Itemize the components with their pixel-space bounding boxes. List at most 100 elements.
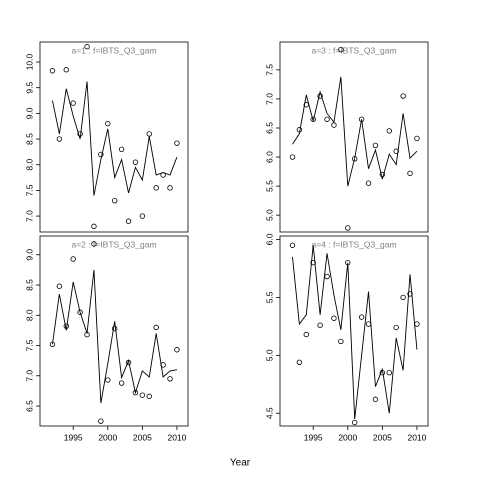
- data-point: [324, 273, 330, 280]
- panel-frame: [279, 41, 429, 233]
- x-tick-label: 2010: [407, 432, 426, 442]
- panel-title: a=4 : f=IBTS_Q3_gam: [311, 239, 396, 249]
- data-point: [365, 321, 372, 327]
- data-point: [125, 218, 132, 224]
- data-point: [407, 291, 413, 297]
- data-point: [407, 170, 413, 177]
- data-point: [338, 338, 344, 345]
- data-point: [56, 283, 63, 289]
- panel-frame: [279, 235, 429, 427]
- fit-line: [52, 269, 178, 404]
- data-point: [400, 294, 406, 301]
- data-point: [132, 159, 139, 165]
- y-tick-label: 9.5: [24, 82, 34, 94]
- x-tick-label: 2000: [338, 432, 357, 442]
- data-point: [146, 393, 152, 400]
- data-point: [317, 322, 323, 328]
- data-point: [98, 418, 104, 424]
- data-point: [56, 136, 63, 142]
- data-point: [111, 197, 118, 204]
- y-tick-label: 10.0: [24, 53, 34, 70]
- y-tick-label: 5.5: [264, 180, 274, 192]
- y-tick-label: 7.5: [24, 184, 34, 196]
- y-tick-label: 5.0: [264, 349, 274, 361]
- data-point: [49, 68, 56, 74]
- data-point: [296, 359, 303, 365]
- data-point: [139, 213, 146, 219]
- data-point: [379, 171, 386, 178]
- data-point: [324, 116, 330, 122]
- data-point: [167, 376, 173, 382]
- y-tick-label: 8.0: [24, 159, 34, 171]
- data-point: [132, 390, 139, 396]
- data-point: [414, 135, 420, 142]
- y-tick-label: 7.5: [24, 339, 34, 351]
- y-tick-label: 6.5: [264, 122, 274, 134]
- y-tick-label: 7.0: [24, 370, 34, 382]
- data-point: [118, 146, 125, 153]
- x-axis-label: Year: [230, 458, 251, 469]
- y-tick-label: 5.0: [264, 209, 274, 221]
- data-point: [153, 324, 159, 331]
- panel-frame: [39, 235, 189, 427]
- data-point: [310, 116, 316, 122]
- data-point: [77, 309, 83, 315]
- data-point: [105, 377, 111, 383]
- data-point: [174, 140, 180, 146]
- data-point: [386, 128, 392, 134]
- data-point: [174, 347, 180, 353]
- panel-title: a=3 : f=IBTS_Q3_gam: [311, 45, 396, 55]
- data-point: [358, 314, 365, 320]
- data-point: [91, 241, 97, 247]
- data-point: [400, 93, 406, 99]
- data-point: [153, 185, 159, 191]
- y-tick-label: 9.0: [24, 107, 34, 119]
- data-point: [365, 180, 372, 186]
- data-point: [386, 370, 392, 376]
- data-point: [393, 324, 399, 331]
- data-point: [146, 131, 152, 137]
- data-point: [84, 43, 90, 50]
- y-tick-label: 9.0: [24, 249, 34, 261]
- y-tick-label: 6.5: [24, 400, 34, 412]
- data-point: [105, 120, 111, 127]
- data-point: [331, 122, 337, 128]
- data-point: [310, 259, 316, 266]
- panel-title: a=1 : f=IBTS_Q3_gam: [71, 45, 156, 55]
- data-point: [63, 67, 69, 73]
- data-point: [289, 154, 296, 160]
- y-tick-label: 8.5: [24, 133, 34, 145]
- data-point: [372, 142, 379, 149]
- fit-line: [52, 81, 178, 196]
- x-tick-label: 1995: [64, 432, 83, 442]
- fit-line: [292, 245, 418, 420]
- x-tick-label: 1995: [304, 432, 323, 442]
- data-point: [70, 256, 76, 262]
- y-tick-label: 8.0: [24, 309, 34, 321]
- fit-line: [292, 76, 418, 187]
- y-tick-label: 7.0: [24, 210, 34, 222]
- data-point: [91, 223, 97, 230]
- x-tick-label: 2005: [373, 432, 392, 442]
- x-tick-label: 2005: [133, 432, 152, 442]
- data-point: [118, 380, 125, 386]
- data-point: [70, 100, 76, 106]
- x-tick-label: 2000: [98, 432, 117, 442]
- data-point: [98, 151, 104, 158]
- y-tick-label: 6.0: [264, 233, 274, 245]
- data-point: [414, 321, 420, 327]
- y-tick-label: 7.5: [264, 64, 274, 76]
- y-tick-label: 8.5: [24, 279, 34, 291]
- panel-frame: [39, 41, 189, 233]
- data-point: [139, 392, 146, 398]
- data-point: [331, 315, 337, 321]
- data-point: [393, 148, 399, 154]
- data-point: [338, 46, 344, 53]
- y-tick-label: 5.5: [264, 291, 274, 303]
- y-tick-label: 6.0: [264, 151, 274, 163]
- data-point: [289, 242, 296, 248]
- x-tick-label: 2010: [167, 432, 186, 442]
- data-point: [111, 325, 118, 332]
- y-tick-label: 4.5: [264, 407, 274, 419]
